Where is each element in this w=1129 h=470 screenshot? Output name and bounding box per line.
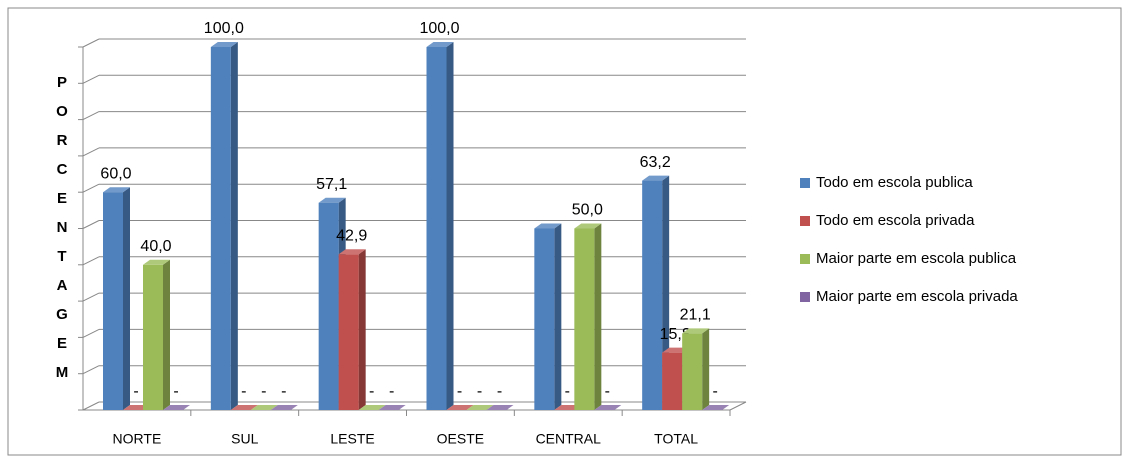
legend-label: Todo em escola privada <box>816 212 975 229</box>
legend-swatch <box>800 292 810 302</box>
bar-top <box>446 405 474 410</box>
data-label: 100,0 <box>204 20 244 37</box>
bar <box>574 228 595 410</box>
x-tick-label: OESTE <box>437 431 484 447</box>
bar <box>426 47 447 410</box>
x-tick-label: NORTE <box>113 431 162 447</box>
bar-top <box>358 405 386 410</box>
bar <box>338 254 359 410</box>
data-label: - <box>713 383 718 400</box>
data-label: - <box>389 383 394 400</box>
bar-side <box>702 328 710 410</box>
x-tick-label: CENTRAL <box>536 431 602 447</box>
data-label: 50,0 <box>572 202 603 219</box>
grid-line-side <box>82 365 100 375</box>
bar-side <box>594 223 602 410</box>
legend-label: Maior parte em escola publica <box>816 250 1017 267</box>
bar-top <box>143 259 170 265</box>
data-label: 57,1 <box>316 176 347 193</box>
grid-line-side <box>82 183 100 193</box>
data-label: 60,0 <box>100 165 131 182</box>
legend-label: Maior parte em escola privada <box>816 288 1018 305</box>
data-label: - <box>133 383 138 400</box>
data-label: - <box>605 383 610 400</box>
chart-frame <box>7 7 1122 456</box>
data-label: - <box>241 383 246 400</box>
bar-top <box>486 405 514 410</box>
bar <box>534 228 555 410</box>
bar-top <box>103 187 130 193</box>
grid-line-side <box>82 220 100 229</box>
bar-side <box>163 259 170 410</box>
grid-line-side <box>82 256 100 266</box>
bar-top <box>270 405 298 410</box>
bar-side <box>358 249 366 410</box>
bar-top <box>642 175 670 181</box>
bar-side <box>554 223 562 410</box>
bar <box>318 202 339 410</box>
bar-side <box>446 42 454 410</box>
data-label: 40,0 <box>140 238 171 255</box>
bar-top <box>466 405 494 410</box>
legend-swatch <box>800 178 810 188</box>
bar-top <box>318 197 346 203</box>
data-label: 63,2 <box>640 154 671 171</box>
bar <box>103 192 123 410</box>
data-label: - <box>173 383 178 400</box>
bar-top <box>534 223 562 229</box>
bar <box>662 352 683 410</box>
x-tick-label: LESTE <box>330 431 374 447</box>
bar-top <box>426 42 454 47</box>
x-tick-label: TOTAL <box>654 431 698 447</box>
data-label: - <box>497 383 502 400</box>
bar-top <box>594 405 622 410</box>
bar-top <box>702 405 730 410</box>
data-label: - <box>565 383 570 400</box>
data-label: - <box>281 383 286 400</box>
legend-swatch <box>800 216 810 226</box>
legend-label: Todo em escola publica <box>816 174 973 191</box>
bar-side <box>230 42 238 410</box>
data-label: 21,1 <box>680 307 711 324</box>
bar-top <box>250 405 278 410</box>
grid-line-side <box>82 147 100 157</box>
bar <box>143 264 163 410</box>
bar <box>642 180 663 410</box>
grid-line-side <box>82 38 100 48</box>
bar-top <box>574 223 602 229</box>
bar-top <box>682 328 710 334</box>
grid-line-side <box>82 328 100 338</box>
bar-top <box>378 405 406 410</box>
data-label: 100,0 <box>419 20 459 37</box>
grid-line-side <box>82 74 100 84</box>
grid-line-side <box>82 401 100 411</box>
bar-top <box>163 405 190 410</box>
bar-top <box>338 249 366 255</box>
bar-top <box>210 42 238 47</box>
data-label: - <box>369 383 374 400</box>
data-label: - <box>457 383 462 400</box>
bar <box>210 47 231 410</box>
floor-edge <box>729 401 747 411</box>
grid-line-side <box>82 292 100 302</box>
data-label: 42,9 <box>336 227 367 244</box>
grid-line-side <box>82 111 100 121</box>
x-tick-label: SUL <box>231 431 258 447</box>
bar-top <box>230 405 258 410</box>
legend-swatch <box>800 254 810 264</box>
data-label: - <box>261 383 266 400</box>
bar-side <box>123 187 130 410</box>
bar <box>682 333 703 410</box>
data-label: - <box>477 383 482 400</box>
